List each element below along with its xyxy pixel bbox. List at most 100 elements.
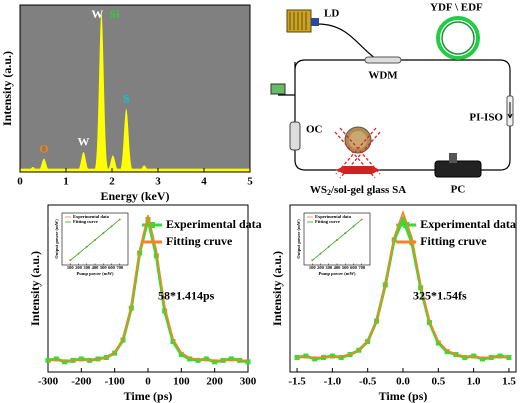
- data-marker: [471, 353, 477, 359]
- inset-x-tick-label: 500: [342, 265, 350, 270]
- inset-x-label: Pump power (mW): [77, 271, 114, 276]
- inset-legend-label: Fitting curve: [73, 219, 98, 224]
- inset-x-tick-label: 300: [83, 265, 91, 270]
- sa-label: WS2/sol-gel glass SA: [310, 184, 406, 197]
- x-tick-label: -1.5: [288, 376, 306, 388]
- baseline: [20, 168, 250, 172]
- data-marker: [153, 253, 159, 259]
- sa-label-sub: 2: [327, 188, 331, 197]
- x-axis-label: Energy (keV): [101, 189, 170, 203]
- data-marker: [178, 352, 184, 358]
- data-marker: [78, 356, 84, 362]
- data-marker: [462, 354, 468, 360]
- peak: [34, 158, 54, 172]
- inset-x-tick-label: 700: [358, 265, 366, 270]
- x-tick-label: 1: [63, 176, 69, 188]
- inset-x-tick-label: 100: [309, 265, 317, 270]
- series-line: [48, 214, 248, 362]
- coupler-icon: [289, 121, 301, 151]
- inset-x-tick-label: 100: [67, 265, 75, 270]
- x-tick-label: 300: [240, 376, 257, 388]
- x-tick-label: -300: [38, 376, 59, 388]
- data-marker: [228, 356, 234, 362]
- inset-x-label: Pump power (mW): [319, 271, 356, 276]
- inset-x-tick-label: 500: [100, 265, 108, 270]
- x-tick-label: 1.0: [467, 376, 481, 388]
- inset-line: [69, 219, 121, 261]
- data-marker: [162, 308, 168, 314]
- legend-label: Fitting cruve: [166, 234, 233, 248]
- laser-diagram: [270, 9, 514, 179]
- peak: [74, 151, 93, 172]
- legend-label: Experimental data: [166, 217, 262, 231]
- data-marker: [329, 353, 335, 359]
- legend-marker: [149, 222, 155, 228]
- sa-label-main: WS: [310, 184, 327, 196]
- inset-y-label: Output power (mW): [54, 219, 59, 259]
- inset-x-tick-label: 400: [92, 265, 100, 270]
- data-marker: [303, 353, 309, 359]
- data-marker: [435, 340, 441, 346]
- x-tick-label: -0.5: [359, 376, 377, 388]
- pump-fiber: [317, 23, 379, 61]
- plot-background: [20, 5, 250, 172]
- data-marker: [187, 356, 193, 362]
- x-tick-label: -200: [71, 376, 92, 388]
- x-tick-label: 1.5: [502, 376, 516, 388]
- data-marker: [312, 356, 318, 362]
- data-marker: [245, 359, 251, 365]
- peak: [117, 108, 136, 172]
- peak: [92, 11, 111, 173]
- sa-holder: [344, 166, 372, 174]
- peak-label: Si: [109, 7, 120, 21]
- data-marker: [195, 357, 201, 363]
- x-tick-label: 0: [17, 176, 23, 188]
- wdm-label: WDM: [368, 70, 398, 82]
- inset-x-tick-label: 600: [350, 265, 358, 270]
- inset-x-tick-label: 200: [75, 265, 83, 270]
- series-line: [297, 209, 509, 359]
- data-marker: [338, 354, 344, 360]
- x-tick-label: 100: [173, 376, 190, 388]
- peak: [103, 155, 123, 172]
- legend-label: Experimental data: [420, 217, 516, 231]
- x-tick-label: 200: [206, 376, 223, 388]
- peak-label: W: [77, 135, 89, 149]
- x-axis-label: Time (ps): [379, 389, 428, 403]
- legend-marker: [403, 222, 410, 228]
- peak: [23, 166, 43, 172]
- fwhm-annotation: 58*1.414ps: [158, 289, 215, 303]
- data-marker: [170, 339, 176, 345]
- data-marker: [53, 356, 59, 362]
- data-marker: [212, 359, 218, 365]
- data-marker: [145, 217, 151, 223]
- y-axis-label: Intensity (a.u.): [28, 251, 42, 326]
- wdm-icon: [364, 56, 402, 64]
- gain-fiber-label: YDF \ EDF: [430, 2, 483, 14]
- inset-legend-label: Fitting curve: [315, 219, 340, 224]
- pc-icon: [434, 160, 482, 178]
- x-tick-label: 0.5: [431, 376, 445, 388]
- ld-icon: [286, 9, 319, 33]
- inset-x-tick-label: 300: [325, 265, 333, 270]
- plot-frame: [19, 4, 251, 173]
- ld-label: LD: [324, 8, 339, 20]
- x-tick-label: 0.0: [396, 376, 410, 388]
- inset-legend-label: Experimental data: [73, 214, 110, 219]
- x-tick-label: -1.0: [324, 376, 342, 388]
- sa-label-rest: /sol-gel glass SA: [330, 184, 406, 196]
- inset-x-tick-label: 400: [334, 265, 342, 270]
- peak-label: O: [39, 141, 48, 155]
- x-axis-label: Time (ps): [124, 389, 173, 403]
- isolator-label: PI-ISO: [469, 112, 503, 124]
- data-marker: [497, 353, 503, 359]
- inset-legend-label: Experimental data: [315, 214, 352, 219]
- x-tick-label: 3: [155, 176, 161, 188]
- x-tick-label: 2: [109, 176, 115, 188]
- inset-x-tick-label: 600: [108, 265, 116, 270]
- data-marker: [444, 349, 450, 355]
- x-tick-label: 4: [201, 176, 207, 188]
- gain-fiber-coil: [436, 16, 480, 60]
- inset-x-tick-label: 700: [116, 265, 124, 270]
